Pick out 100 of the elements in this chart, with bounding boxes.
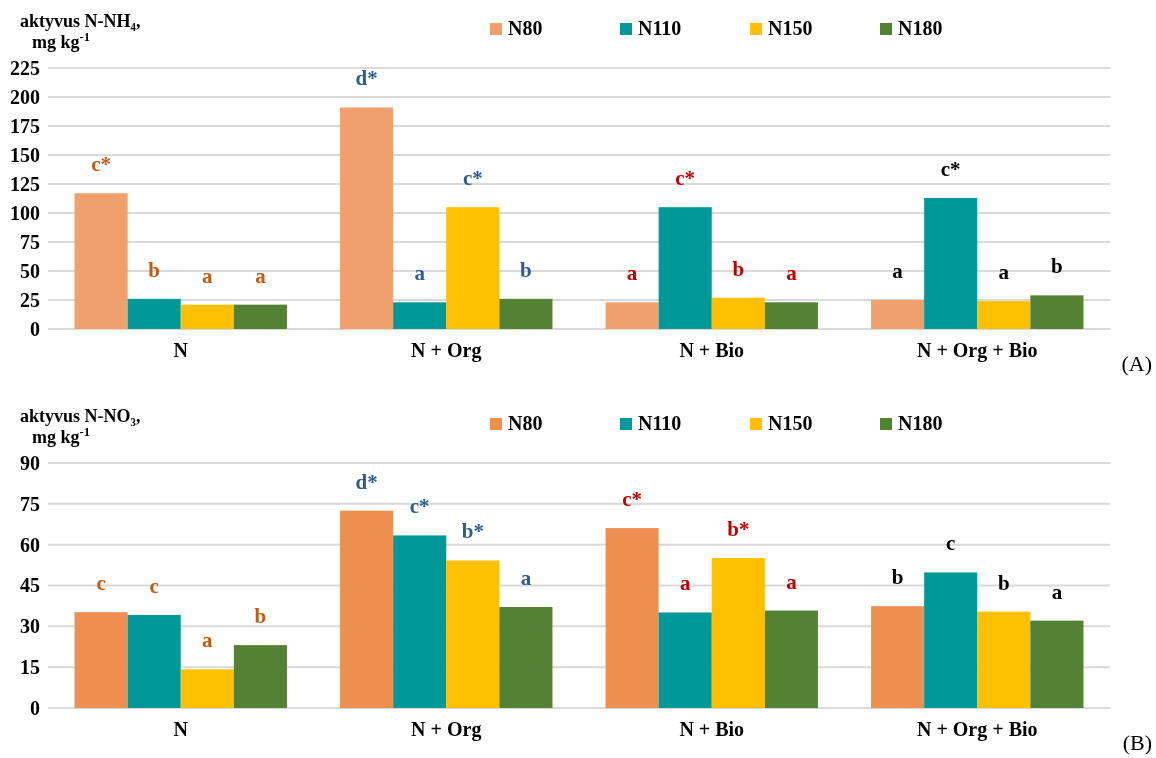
bar <box>711 558 765 708</box>
bar <box>924 197 978 329</box>
data-label: a <box>626 261 638 286</box>
bar <box>658 207 712 329</box>
bar <box>74 193 128 329</box>
data-label: b* <box>727 517 750 542</box>
x-tick-label: N + Org + Bio <box>916 339 1038 363</box>
x-tick-label: N + Bio <box>679 339 745 362</box>
data-label: b <box>997 570 1010 595</box>
x-tick-label: N + Bio <box>679 718 745 741</box>
data-label: a <box>679 571 691 596</box>
data-label: c* <box>462 166 483 191</box>
bar <box>499 607 553 708</box>
bar <box>127 614 181 708</box>
data-label: a <box>202 263 214 288</box>
bar <box>1030 295 1084 329</box>
bar <box>446 207 500 329</box>
y-tick-label: 175 <box>10 114 40 137</box>
legend-label: N80 <box>508 17 543 39</box>
x-tick-label: N + Org + Bio <box>916 718 1038 742</box>
bar <box>180 669 234 708</box>
bar <box>977 611 1031 708</box>
bar <box>233 304 287 329</box>
y-tick-label: 225 <box>10 56 40 79</box>
text: (B) <box>1122 730 1152 755</box>
bar <box>1030 620 1084 708</box>
data-label: a <box>1051 579 1063 604</box>
data-label: a <box>998 260 1010 285</box>
y-tick-label: 100 <box>10 201 40 224</box>
data-label: b <box>520 257 532 282</box>
data-label: c <box>946 531 956 556</box>
data-label: a <box>202 628 214 653</box>
bar <box>605 302 659 329</box>
bar <box>977 301 1031 329</box>
data-label: b <box>254 604 267 629</box>
bar <box>340 510 394 708</box>
legend-label: N110 <box>638 412 682 434</box>
y-tick-label: 60 <box>20 533 40 556</box>
y-tick-label: 45 <box>20 574 40 597</box>
bar <box>764 610 818 708</box>
text: (A) <box>1121 351 1152 376</box>
data-label: a <box>520 566 532 591</box>
legend-label: N180 <box>898 17 943 39</box>
bar <box>658 612 712 708</box>
bar <box>393 302 447 329</box>
legend-label: N150 <box>768 412 813 434</box>
data-label: b <box>732 256 745 281</box>
data-label: c* <box>91 152 112 177</box>
y-tick-label: 90 <box>20 451 40 474</box>
y-axis-title: aktyvus N-NO₃, mg kg$^{-1}$ <box>20 406 141 447</box>
y-tick-label: 30 <box>20 615 40 638</box>
y-tick-label: 200 <box>10 85 40 108</box>
y-tick-label: 0 <box>30 696 40 719</box>
data-label: d* <box>355 469 378 494</box>
data-label: c* <box>940 156 961 181</box>
x-tick-label: N <box>173 718 189 741</box>
data-label: b <box>1051 254 1063 279</box>
x-tick-label: N + Org <box>411 718 482 742</box>
bar <box>74 612 128 708</box>
data-label: c* <box>622 487 643 512</box>
bar <box>871 606 925 708</box>
data-label: a <box>786 569 798 594</box>
y-tick-label: 15 <box>20 656 40 679</box>
bar <box>711 297 765 329</box>
y-tick-label: 125 <box>10 172 40 195</box>
bar <box>127 298 181 329</box>
legend-label: N110 <box>638 17 682 39</box>
bar <box>499 298 553 329</box>
data-label: c* <box>675 166 696 191</box>
x-tick-label: N <box>173 339 189 362</box>
data-label: c <box>96 571 106 596</box>
legend-label: N150 <box>768 17 813 39</box>
data-label: b <box>148 257 161 282</box>
data-label: a <box>892 259 904 283</box>
data-label: b* <box>461 519 484 544</box>
bar <box>871 300 925 329</box>
y-tick-label: 75 <box>20 492 40 515</box>
data-label: c <box>149 573 159 598</box>
y-tick-label: 0 <box>30 317 40 340</box>
legend-label: N180 <box>898 412 943 434</box>
bar <box>180 304 234 329</box>
data-label: a <box>786 261 798 286</box>
data-label: d* <box>355 66 378 91</box>
y-tick-label: 75 <box>20 230 40 253</box>
y-tick-label: 50 <box>20 259 40 282</box>
bar <box>446 560 500 708</box>
bar <box>924 572 978 708</box>
y-tick-label: 25 <box>20 288 40 311</box>
data-label: b <box>891 565 904 590</box>
data-label: a <box>414 261 426 286</box>
y-axis-title: aktyvus N-NH₄, mg kg$^{-1}$ <box>20 11 141 52</box>
data-label: a <box>255 263 267 288</box>
x-tick-label: N + Org <box>411 339 482 363</box>
bar <box>233 645 287 708</box>
bar <box>393 535 447 708</box>
bar <box>605 528 659 708</box>
data-label: c* <box>409 494 430 519</box>
bar <box>340 107 394 329</box>
legend-label: N80 <box>508 412 543 434</box>
bar <box>764 302 818 329</box>
